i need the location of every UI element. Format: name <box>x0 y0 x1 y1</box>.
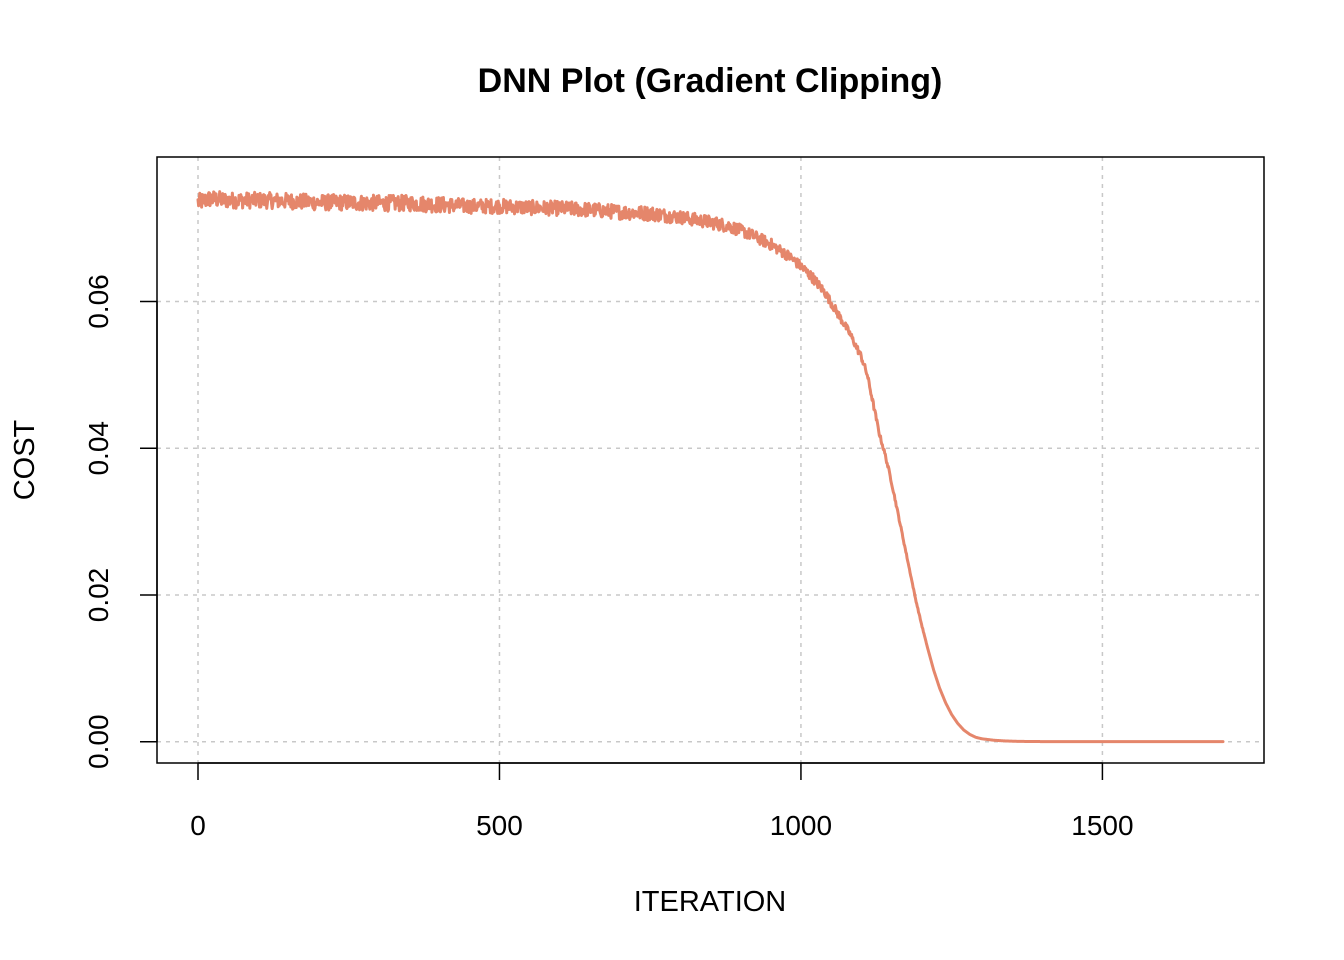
y-axis-label: COST <box>9 419 41 500</box>
plot-frame <box>156 156 1265 764</box>
y-tick-label: 0.04 <box>83 421 114 476</box>
series-line-0 <box>196 190 1225 744</box>
y-axis: 0.00 0.02 0.04 0.06 <box>83 274 158 769</box>
x-tick-label: 1000 <box>770 810 832 841</box>
y-tick-label: 0.02 <box>83 568 114 623</box>
x-tick-label: 1500 <box>1071 810 1133 841</box>
x-axis-label: ITERATION <box>634 886 787 918</box>
chart-title: DNN Plot (Gradient Clipping) <box>478 62 943 100</box>
y-tick-label: 0.06 <box>83 274 114 329</box>
y-tick-label: 0.00 <box>83 714 114 769</box>
x-tick-label: 500 <box>476 810 523 841</box>
grid-lines <box>157 157 1264 763</box>
series-layer <box>196 190 1225 744</box>
x-axis: 0 500 1000 1500 <box>190 762 1134 841</box>
x-tick-label: 0 <box>190 810 206 841</box>
